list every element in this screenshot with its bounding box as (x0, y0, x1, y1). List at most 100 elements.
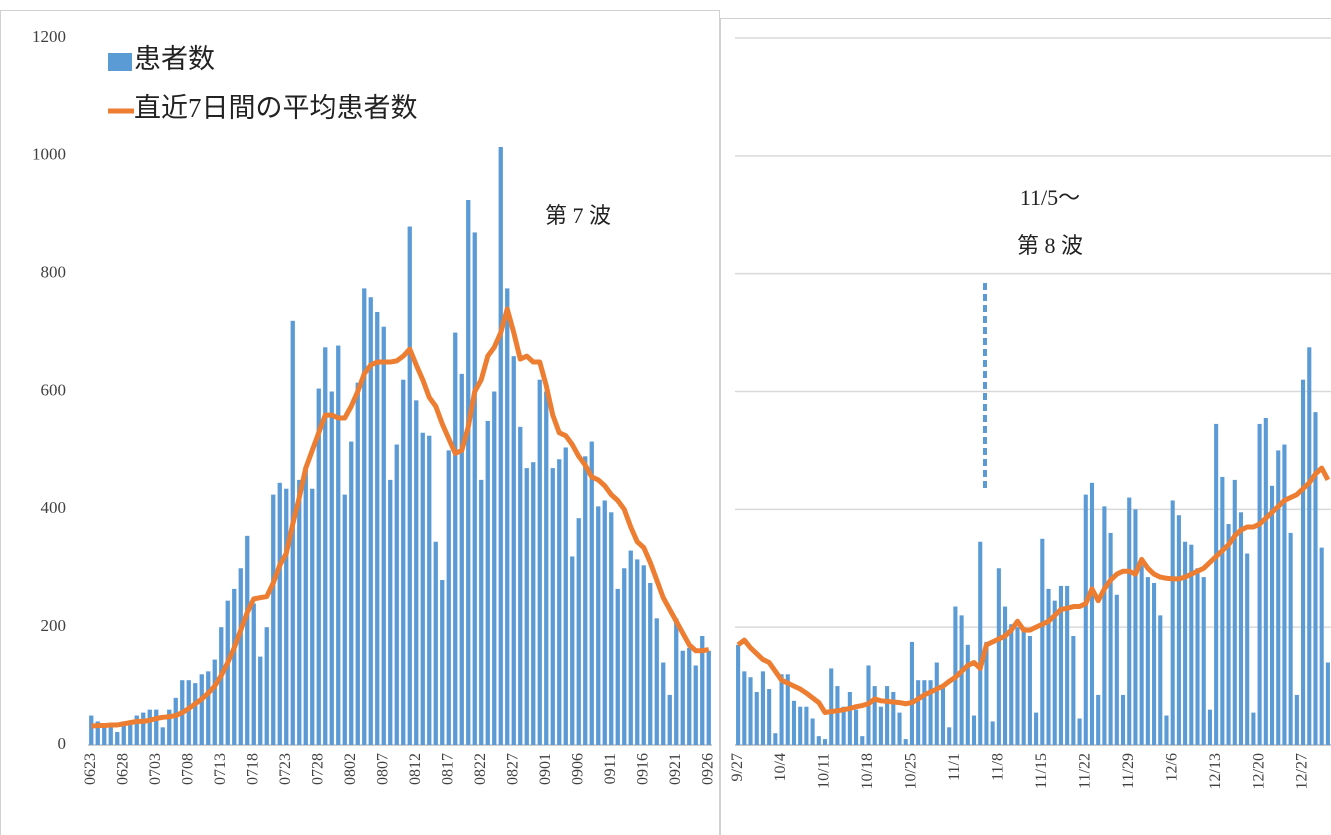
bar (472, 232, 477, 746)
bar (342, 494, 347, 745)
bar (1319, 547, 1324, 745)
bar (596, 506, 601, 745)
bar (1282, 444, 1287, 745)
bar (1183, 541, 1188, 745)
bar (102, 724, 107, 745)
bar (1058, 585, 1063, 745)
bar (1226, 524, 1231, 745)
bar (767, 689, 772, 745)
bar (420, 432, 425, 745)
bar (773, 733, 778, 745)
x-tick-label: 12/27 (1294, 753, 1311, 789)
bar (368, 297, 373, 745)
bar (947, 727, 952, 745)
bar (602, 500, 607, 745)
x-tick-label: 0921 (667, 753, 684, 785)
x-tick-label: 11/29 (1120, 753, 1137, 789)
bar (965, 644, 970, 745)
bar (984, 641, 989, 745)
bar (667, 694, 672, 745)
bar (1052, 600, 1057, 745)
y-tick-label: 0 (58, 734, 67, 753)
x-tick-label: 0911 (602, 753, 619, 784)
bar (401, 379, 406, 745)
bar (648, 582, 653, 745)
bar (524, 468, 529, 745)
average-line (736, 465, 1331, 716)
bar (748, 677, 753, 745)
bar (1170, 500, 1175, 745)
bar (1301, 379, 1306, 745)
bar (1046, 588, 1051, 745)
bar (1015, 627, 1020, 745)
bar (959, 615, 964, 745)
bar (1257, 423, 1262, 745)
bar (1003, 606, 1008, 745)
x-tick-label: 12/20 (1250, 753, 1267, 789)
bar (654, 618, 659, 745)
bar (1009, 624, 1014, 745)
bar (1220, 476, 1225, 745)
bar (492, 391, 497, 745)
x-tick-label: 0728 (309, 753, 326, 785)
bar (841, 706, 846, 745)
bar (589, 441, 594, 745)
bar (576, 518, 581, 745)
bar (446, 450, 451, 745)
bar (860, 736, 865, 745)
x-tick-label: 10/18 (859, 753, 876, 789)
bar (89, 715, 94, 745)
bar (1145, 577, 1150, 745)
x-tick-label: 0723 (277, 753, 294, 785)
bar (1065, 585, 1070, 745)
x-tick-label: 0718 (244, 753, 261, 785)
bar (829, 668, 834, 745)
x-tick-label: 0817 (439, 753, 456, 785)
x-tick-label: 0901 (537, 753, 554, 785)
bar (407, 226, 412, 746)
average-line (91, 306, 710, 729)
bar (1071, 636, 1076, 745)
bar (284, 488, 289, 745)
bar (810, 718, 815, 745)
bar (798, 706, 803, 745)
bar (557, 459, 562, 745)
bar (822, 739, 828, 745)
legend-swatch (108, 53, 132, 71)
bar (1114, 594, 1119, 745)
bar (258, 656, 263, 745)
bar (128, 721, 133, 745)
x-tick-label: 10/25 (903, 753, 920, 789)
bar (349, 441, 354, 745)
x-tick-label: 0822 (472, 753, 489, 785)
bar (199, 674, 204, 745)
bar (854, 709, 859, 745)
bar (1207, 709, 1212, 745)
x-tick-label: 0628 (114, 753, 131, 785)
bar (264, 627, 269, 745)
x-tick-label: 0827 (504, 753, 521, 785)
x-tick-label: 0802 (342, 753, 359, 785)
bar (316, 388, 321, 745)
bar (706, 650, 711, 745)
bar (622, 568, 627, 745)
bar (1245, 553, 1250, 745)
bar (1127, 497, 1132, 745)
bar (388, 479, 393, 745)
bar (251, 603, 256, 745)
x-tick-label: 11/8 (990, 753, 1007, 781)
bar (615, 588, 620, 745)
annotation: 第 8 波 (1017, 233, 1083, 258)
bar (570, 556, 575, 745)
bar (1195, 568, 1200, 745)
x-tick-label: 0713 (212, 753, 229, 785)
x-tick-label: 12/13 (1207, 753, 1224, 789)
bar (394, 444, 399, 745)
bar (1263, 418, 1268, 745)
bar (1089, 482, 1095, 745)
bar (1325, 662, 1330, 745)
bar (232, 588, 237, 745)
bar (141, 712, 146, 745)
x-tick-label: 10/11 (816, 753, 833, 789)
bar (1307, 347, 1312, 745)
